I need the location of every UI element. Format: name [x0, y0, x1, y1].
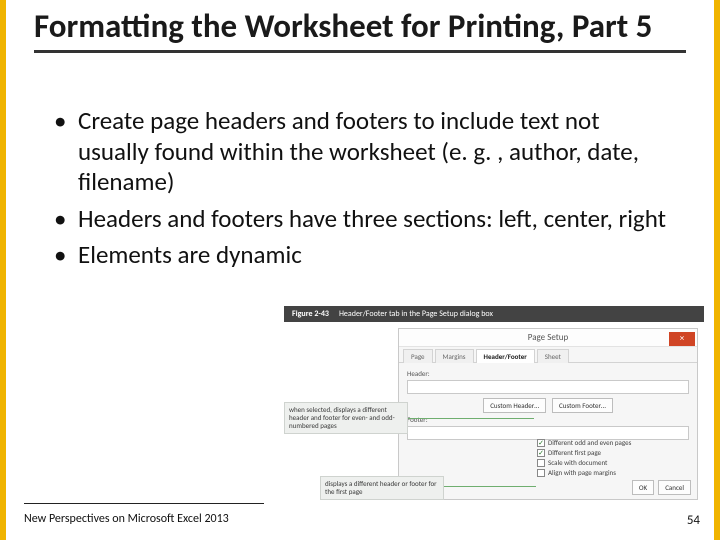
custom-header-button[interactable]: Custom Header… — [483, 398, 546, 413]
header-label: Header: — [407, 369, 689, 378]
tab-header-footer[interactable]: Header/Footer — [476, 349, 535, 363]
callout-odd-even: when selected, displays a different head… — [284, 402, 408, 434]
figure-caption: Header/Footer tab in the Page Setup dial… — [339, 309, 493, 319]
page-setup-dialog: Page Setup × Page Margins Header/Footer … — [398, 328, 698, 500]
callout-lead-line — [444, 486, 536, 487]
check-label: Different odd and even pages — [548, 438, 631, 447]
cancel-button[interactable]: Cancel — [658, 480, 691, 495]
callout-first-page: displays a different header or footer fo… — [320, 476, 444, 500]
checkbox-icon — [537, 459, 545, 467]
check-label: Scale with document — [548, 458, 607, 467]
custom-footer-button[interactable]: Custom Footer… — [552, 398, 613, 413]
tab-margins[interactable]: Margins — [435, 349, 474, 363]
tab-page[interactable]: Page — [403, 349, 433, 363]
dialog-titlebar: Page Setup × — [399, 329, 697, 347]
bullet-item: Headers and footers have three sections:… — [54, 204, 674, 235]
footer-label: Footer: — [407, 415, 689, 424]
dialog-checkboxes: ✓ Different odd and even pages ✓ Differe… — [537, 438, 631, 477]
footer-rule — [24, 503, 264, 504]
ok-button[interactable]: OK — [632, 480, 654, 495]
checkbox-icon: ✓ — [537, 449, 545, 457]
slide: Formatting the Worksheet for Printing, P… — [0, 0, 720, 540]
figure-label: Figure 2-43 — [292, 309, 329, 319]
slide-title: Formatting the Worksheet for Printing, P… — [34, 8, 686, 53]
dialog-tabs: Page Margins Header/Footer Sheet — [399, 347, 697, 363]
page-number: 54 — [687, 513, 700, 528]
header-preview-box — [407, 380, 689, 394]
figure-bar: Figure 2-43 Header/Footer tab in the Pag… — [284, 306, 704, 322]
bullet-item: Create page headers and footers to inclu… — [54, 106, 674, 198]
callout-lead-line — [408, 418, 534, 419]
slide-body: Create page headers and footers to inclu… — [54, 106, 674, 277]
bullet-item: Elements are dynamic — [54, 240, 674, 271]
check-label: Different first page — [548, 448, 601, 457]
dialog-footer-buttons: OK Cancel — [632, 480, 691, 495]
bullet-list: Create page headers and footers to inclu… — [54, 106, 674, 271]
check-scale[interactable]: Scale with document — [537, 458, 631, 467]
custom-buttons-row: Custom Header… Custom Footer… — [407, 398, 689, 413]
checkbox-icon: ✓ — [537, 439, 545, 447]
checkbox-icon — [537, 469, 545, 477]
check-first-page[interactable]: ✓ Different first page — [537, 448, 631, 457]
dialog-title: Page Setup — [399, 332, 697, 343]
check-label: Align with page margins — [548, 468, 616, 477]
footer-text: New Perspectives on Microsoft Excel 2013 — [24, 512, 229, 526]
check-odd-even[interactable]: ✓ Different odd and even pages — [537, 438, 631, 447]
tab-sheet[interactable]: Sheet — [537, 349, 569, 363]
check-align[interactable]: Align with page margins — [537, 468, 631, 477]
figure-page-setup: Figure 2-43 Header/Footer tab in the Pag… — [284, 306, 704, 506]
